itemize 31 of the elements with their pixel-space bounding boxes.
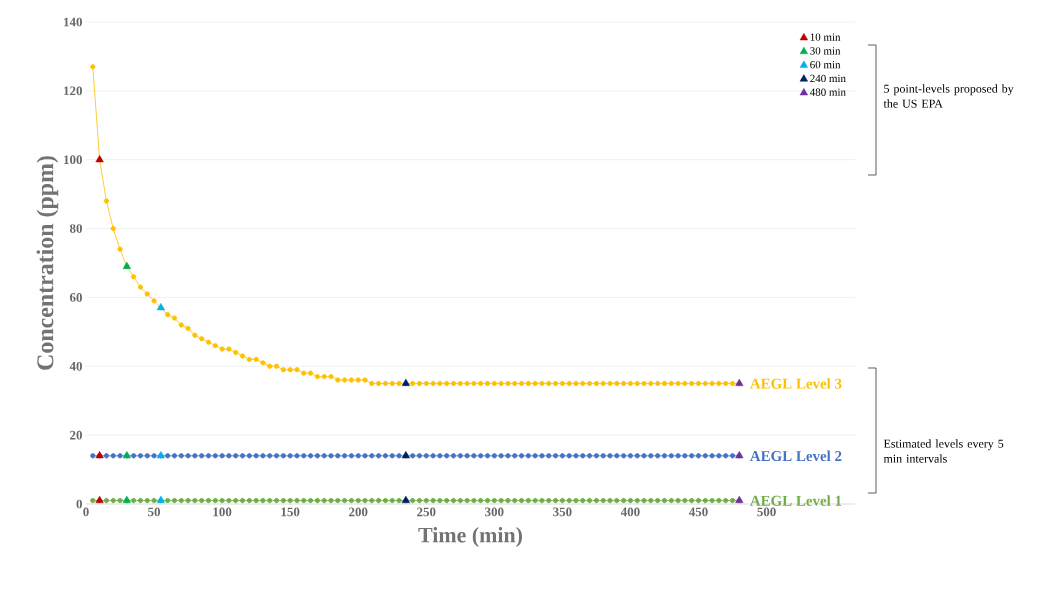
y-tick-label: 120 [64,86,82,96]
text: Estimated levels every 5 min intervals [883,439,1004,463]
legend-label: 30 min [810,47,841,55]
x-tick-label: 150 [281,507,300,517]
x-tick-label: 50 [148,507,161,517]
y-tick-label: 20 [70,430,82,440]
legend-label: 240 min [810,74,846,83]
y-tick-label: 40 [69,361,82,371]
x-tick-label: 200 [349,507,368,517]
y-tick-label: 140 [64,17,82,27]
x-tick-label: 450 [688,507,708,517]
series-label: AEGL Level 3 [749,378,842,389]
y-tick-label: 60 [69,293,82,302]
x-tick-label: 400 [620,507,640,517]
y-axis-title: Concentration (ppm) [36,156,59,370]
text: 5 point-levels proposed by the US EPA [883,84,1014,108]
legend-label: 60 min [810,60,841,69]
legend-label: 10 min [810,33,841,41]
x-tick-label: 350 [553,507,572,517]
y-tick-label: 100 [64,155,82,165]
x-tick-label: 500 [757,507,776,517]
y-tick-label: 0 [76,499,82,509]
y-tick-label: 80 [69,224,82,233]
x-tick-label: 250 [417,507,436,517]
x-tick-label: 300 [485,507,504,517]
x-axis-title: Time (min) [418,527,522,547]
series-label: AEGL Level 1 [749,495,842,506]
series-label: AEGL Level 2 [749,450,842,462]
x-tick-label: 100 [213,507,232,517]
x-tick-label: 0 [83,507,89,517]
legend-label: 480 min [809,88,846,96]
